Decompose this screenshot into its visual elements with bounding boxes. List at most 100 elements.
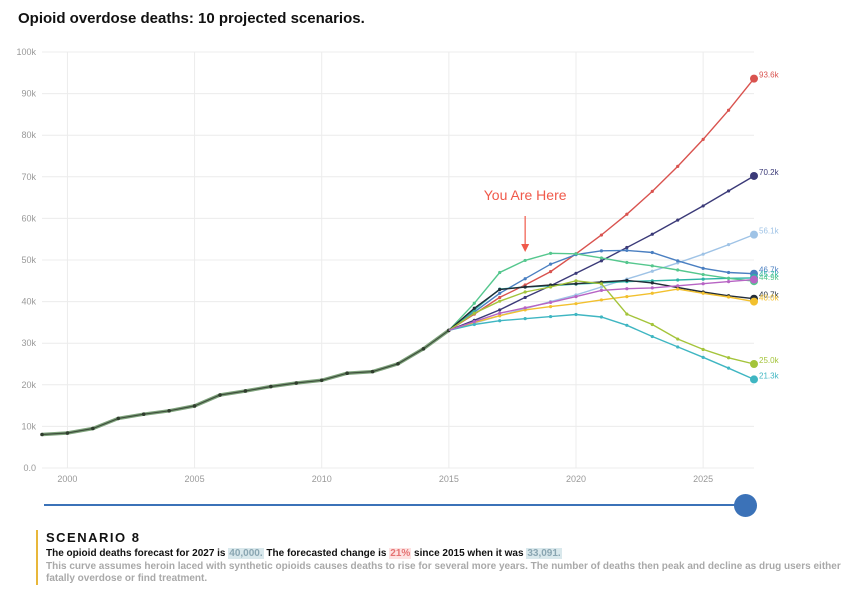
y-tick-label: 80k: [21, 130, 36, 140]
series-point: [701, 272, 705, 277]
series-point: [548, 285, 553, 289]
series-point: [498, 299, 502, 303]
series-point: [726, 276, 731, 280]
series-point: [701, 291, 705, 295]
history-line: [41, 329, 450, 436]
series-point: [676, 345, 680, 349]
scenario-description: This curve assumes heroin laced with syn…: [46, 561, 841, 584]
series-point: [523, 306, 527, 310]
series-point: [650, 269, 654, 273]
grid: [42, 51, 754, 469]
change-value: 21%: [389, 548, 412, 559]
series-point: [574, 252, 578, 256]
annotation-label: You Are Here: [484, 187, 567, 203]
series-point: [726, 356, 731, 360]
series-point: [498, 311, 502, 315]
series-point: [676, 287, 680, 291]
history-point: [319, 378, 324, 383]
series-point: [472, 319, 476, 324]
series-point: [726, 243, 731, 247]
series-end-point: [750, 375, 758, 384]
x-tick-label: 2020: [566, 474, 586, 484]
series-point: [472, 311, 476, 315]
series-point: [650, 334, 654, 339]
series-point: [676, 218, 680, 222]
series-point: [523, 295, 527, 300]
series-point: [650, 291, 654, 295]
series-point: [701, 252, 705, 256]
series-end-label: 56.1k: [759, 227, 780, 236]
series-point: [498, 291, 502, 295]
x-axis: 2000 2005 2010 2015 2020 2025: [57, 474, 713, 484]
series-point: [650, 250, 654, 255]
series-point: [599, 233, 604, 237]
series-point: [498, 319, 502, 323]
y-tick-label: 10k: [21, 421, 36, 431]
series-point: [701, 277, 705, 281]
series-point: [650, 232, 654, 236]
series-point: [599, 282, 604, 286]
series-point: [650, 322, 654, 327]
y-tick-label: 90k: [21, 89, 36, 99]
series-point: [676, 259, 680, 263]
series-point: [574, 302, 578, 306]
series-point: [498, 270, 502, 275]
history-point: [269, 384, 273, 389]
series-point: [726, 280, 731, 284]
series-end-label: 25.0k: [759, 356, 780, 365]
history-point: [91, 426, 95, 431]
y-tick-label: 40k: [21, 297, 36, 307]
series-point: [599, 298, 604, 302]
series-point: [625, 260, 629, 265]
series-point: [523, 277, 527, 281]
series-point: [701, 347, 705, 352]
y-axis: 0.0 10k 20k 30k 40k 50k 60k 70k 80k 90k 100k: [16, 47, 36, 473]
history-point: [167, 408, 171, 413]
series-end-point: [750, 297, 758, 306]
series-point: [548, 270, 553, 274]
series-end-point: [750, 230, 758, 239]
series-point: [701, 204, 705, 208]
series-line: [448, 288, 755, 331]
x-tick-label: 2010: [312, 474, 332, 484]
series-point: [701, 137, 705, 141]
scenario-title: SCENARIO 8: [46, 530, 141, 545]
series-end-point: [750, 171, 758, 180]
history-point: [345, 371, 349, 376]
series-point: [625, 245, 629, 250]
history-point: [40, 432, 44, 437]
series-point: [599, 249, 604, 253]
series-point: [726, 366, 731, 370]
history-line-outer: [41, 328, 450, 437]
series-point: [625, 323, 629, 327]
series-point: [548, 300, 553, 305]
history-point: [141, 412, 146, 416]
series-point: [548, 251, 553, 255]
history-point: [218, 393, 222, 397]
history-point: [65, 431, 70, 435]
scenario-slider-handle[interactable]: [734, 494, 757, 517]
series-line: [448, 313, 755, 381]
forecast-value: 40,000.: [228, 548, 264, 559]
series-point: [574, 312, 578, 317]
y-tick-label: 60k: [21, 213, 36, 223]
history-series: [40, 328, 451, 437]
series-point: [574, 279, 578, 283]
series-point: [599, 315, 604, 319]
series-point: [726, 108, 731, 112]
history-point: [396, 361, 400, 366]
series-point: [726, 270, 731, 275]
y-tick-label: 70k: [21, 172, 36, 182]
series-end-label: 40.7k: [759, 291, 780, 300]
y-tick-label: 30k: [21, 338, 36, 348]
scenario-slider-track[interactable]: [44, 504, 746, 506]
series-point: [625, 248, 629, 253]
series-point: [574, 295, 578, 299]
y-tick-label: 100k: [16, 47, 36, 57]
series-point: [472, 322, 476, 327]
series-point: [548, 262, 553, 266]
series-end-label: 40.0k: [759, 294, 780, 303]
series-point: [650, 189, 654, 193]
